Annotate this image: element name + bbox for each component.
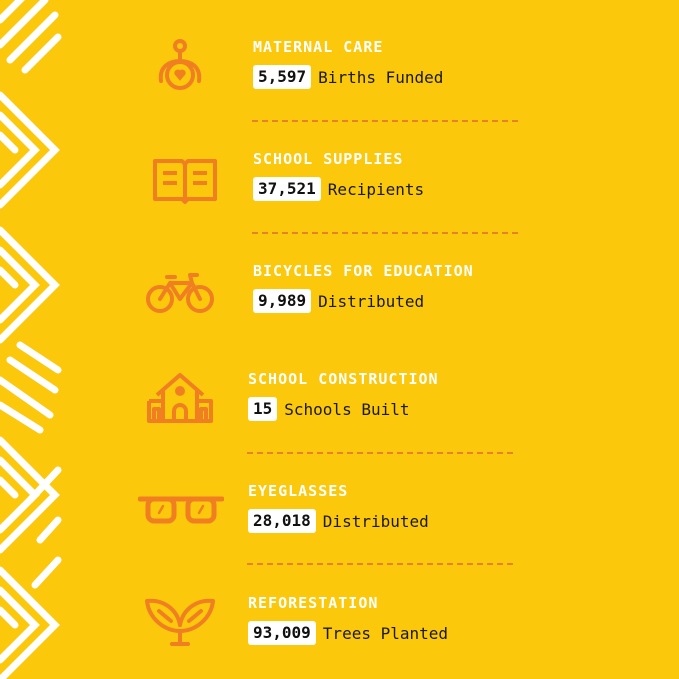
divider xyxy=(247,452,513,454)
stat-value: 28,018 xyxy=(248,509,316,533)
stat-bicycles-for-education: BICYCLES FOR EDUCATION 9,989 Distributed xyxy=(0,261,679,331)
school-building-icon xyxy=(145,371,215,431)
divider xyxy=(252,232,518,234)
stat-heading: SCHOOL CONSTRUCTION xyxy=(248,370,439,388)
stat-maternal-care: MATERNAL CARE 5,597 Births Funded xyxy=(0,37,679,107)
stat-school-construction: SCHOOL CONSTRUCTION 15 Schools Built xyxy=(0,369,679,439)
divider xyxy=(252,120,518,122)
stat-label: Schools Built xyxy=(284,399,410,419)
stat-label: Distributed xyxy=(322,511,429,531)
open-book-icon xyxy=(150,151,220,211)
bicycle-icon xyxy=(145,263,215,323)
stat-heading: BICYCLES FOR EDUCATION xyxy=(253,262,474,280)
eyeglasses-icon xyxy=(137,483,225,543)
stat-label: Recipients xyxy=(327,179,425,199)
stat-eyeglasses: EYEGLASSES 28,018 Distributed xyxy=(0,481,679,551)
stat-heading: EYEGLASSES xyxy=(248,482,349,500)
stat-heading: SCHOOL SUPPLIES xyxy=(253,150,404,168)
decorative-pattern xyxy=(0,0,62,679)
stat-label: Distributed xyxy=(318,291,425,311)
stat-value: 9,989 xyxy=(253,289,312,313)
stat-value: 93,009 xyxy=(248,621,316,645)
stat-heading: REFORESTATION xyxy=(248,594,379,612)
stat-value: 5,597 xyxy=(253,65,312,89)
stat-label: Births Funded xyxy=(318,67,444,87)
stat-reforestation: REFORESTATION 93,009 Trees Planted xyxy=(0,593,679,663)
divider xyxy=(247,563,513,565)
mother-baby-icon xyxy=(145,39,215,99)
stat-value: 15 xyxy=(248,397,278,421)
stat-value: 37,521 xyxy=(253,177,321,201)
sprout-icon xyxy=(145,595,215,655)
stat-school-supplies: SCHOOL SUPPLIES 37,521 Recipients xyxy=(0,149,679,219)
stat-label: Trees Planted xyxy=(322,623,449,643)
stat-heading: MATERNAL CARE xyxy=(253,38,384,56)
